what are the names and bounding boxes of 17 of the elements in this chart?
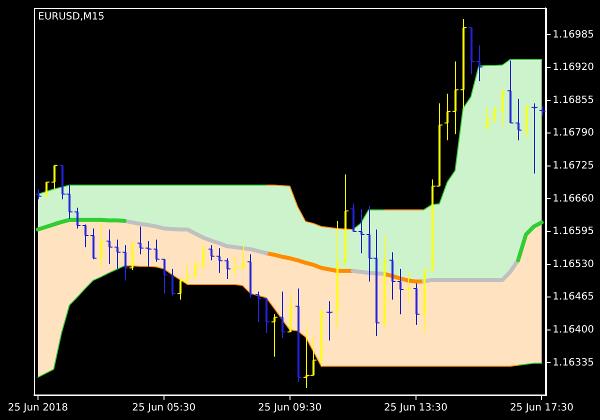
y-tick-label: 1.16855 — [552, 94, 594, 106]
x-tick-label: 25 Jun 09:30 — [258, 402, 322, 414]
y-tick-label: 1.16335 — [552, 357, 594, 368]
y-tick-label: 1.16465 — [552, 292, 594, 303]
y-tick-label: 1.16660 — [552, 193, 594, 204]
x-tick-label: 25 Jun 13:30 — [384, 402, 448, 414]
y-tick-label: 1.16595 — [552, 226, 594, 238]
y-tick-label: 1.16400 — [552, 324, 594, 336]
x-tick-label: 25 Jun 17:30 — [510, 402, 574, 414]
y-tick-label: 1.16725 — [552, 160, 594, 172]
x-tick-label: 25 Jun 2018 — [8, 402, 68, 414]
y-tick-label: 1.16985 — [552, 29, 594, 40]
y-tick-label: 1.16530 — [552, 258, 594, 270]
x-tick-label: 25 Jun 05:30 — [132, 402, 196, 414]
chart-title: EURUSD,M15 — [38, 12, 104, 23]
y-tick-label: 1.16920 — [552, 62, 594, 74]
y-tick-label: 1.16790 — [552, 128, 594, 139]
